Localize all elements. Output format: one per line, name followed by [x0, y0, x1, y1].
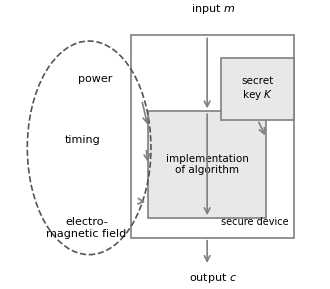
Text: implementation
of algorithm: implementation of algorithm	[166, 154, 248, 175]
Text: input $m$: input $m$	[191, 2, 235, 16]
Text: timing: timing	[65, 135, 101, 145]
Text: output $c$: output $c$	[189, 271, 237, 286]
Text: electro-
magnetic field: electro- magnetic field	[46, 217, 126, 239]
Text: power: power	[78, 74, 112, 84]
Text: secure device: secure device	[221, 216, 289, 227]
FancyBboxPatch shape	[221, 58, 294, 120]
FancyBboxPatch shape	[148, 111, 266, 218]
Text: secret
key $K$: secret key $K$	[242, 76, 274, 102]
